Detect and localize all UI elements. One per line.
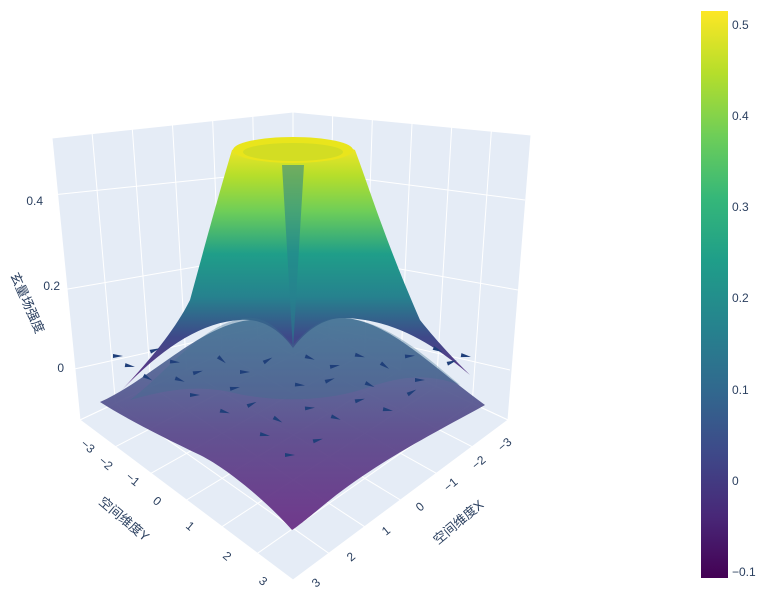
- colorbar-gradient: [701, 11, 728, 578]
- z-tick-label: 0.4: [26, 194, 43, 208]
- y-tick-label: 0: [150, 494, 164, 509]
- x-tick-label: −2: [469, 453, 489, 473]
- x-tick-label: 3: [309, 575, 323, 590]
- cone-glyph: [219, 408, 230, 414]
- surface: [100, 137, 485, 530]
- cone-glyph: [285, 453, 295, 457]
- cone-glyph: [169, 359, 180, 364]
- grid-line: [471, 131, 492, 404]
- cone-glyph: [312, 438, 323, 444]
- cone-glyph: [460, 353, 471, 358]
- cone-glyph: [304, 354, 315, 360]
- y-tick-label: 2: [220, 549, 234, 564]
- colorbar-tick-label: 0.3: [732, 200, 749, 214]
- cone-glyph: [354, 352, 365, 358]
- cone-glyph: [404, 354, 415, 359]
- x-tick-label: −1: [441, 475, 461, 495]
- cone-glyph: [432, 346, 443, 353]
- cone-glyph: [415, 378, 425, 382]
- cone-glyph: [192, 370, 203, 376]
- cone-glyph: [294, 382, 305, 387]
- cone-glyph: [379, 361, 390, 369]
- cone-glyph: [142, 373, 153, 381]
- colorbar-tick-label: 0.4: [732, 109, 749, 123]
- colorbar-tick-label: 0: [732, 474, 739, 488]
- grid-line: [131, 129, 152, 387]
- colorbar-tick-label: −0.1: [732, 565, 756, 579]
- y-tick-label: −1: [123, 470, 143, 490]
- x-tick-label: 0: [413, 499, 427, 514]
- x-tick-label: 2: [344, 549, 358, 564]
- cone-glyph: [272, 415, 283, 423]
- cone-glyph: [240, 370, 250, 374]
- cone-glyph: [354, 398, 365, 404]
- cone-glyph: [364, 381, 375, 388]
- z-tick-label: 0.2: [43, 279, 60, 293]
- colorbar-tick-label: 0.2: [732, 291, 749, 305]
- cone-glyph: [446, 360, 457, 366]
- cone-glyph: [246, 401, 257, 408]
- cone-glyph: [262, 357, 273, 365]
- cone-glyph: [216, 355, 226, 364]
- cone-glyphs: [113, 346, 471, 457]
- colorbar-tick-label: 0.5: [732, 18, 749, 32]
- x-tick-label: 1: [379, 523, 393, 538]
- y-tick-label: 3: [256, 574, 270, 589]
- y-tick-label: −3: [78, 437, 98, 457]
- cone-glyph: [259, 432, 270, 437]
- cone-glyph: [190, 393, 200, 397]
- cone-glyph: [113, 354, 123, 358]
- x-axis-title: 空间维度X: [430, 497, 486, 548]
- cone-glyph: [382, 407, 393, 412]
- y-axis-title: 空间维度Y: [96, 494, 152, 545]
- cone-glyph: [330, 414, 341, 420]
- cone-glyph: [124, 363, 135, 368]
- z-axis: 0.4 0.2 0 玄量场强度: [7, 194, 64, 375]
- grid-line: [91, 133, 116, 404]
- cone-glyph: [329, 364, 340, 369]
- cone-glyph: [149, 348, 160, 354]
- cone-glyph: [229, 386, 240, 391]
- z-tick-label: 0: [57, 361, 64, 375]
- x-tick-label: −3: [495, 435, 515, 455]
- y-tick-label: −2: [96, 454, 116, 474]
- z-axis-title: 玄量场强度: [7, 270, 47, 335]
- cone-glyph: [324, 378, 335, 384]
- cone-glyph: [174, 376, 185, 382]
- cone-glyph: [406, 389, 417, 397]
- colorbar: 0.5 0.4 0.3 0.2 0.1 0 −0.1: [701, 11, 756, 579]
- colorbar-tick-label: 0.1: [732, 383, 749, 397]
- cone-glyph: [304, 406, 315, 411]
- y-tick-label: 1: [183, 519, 197, 534]
